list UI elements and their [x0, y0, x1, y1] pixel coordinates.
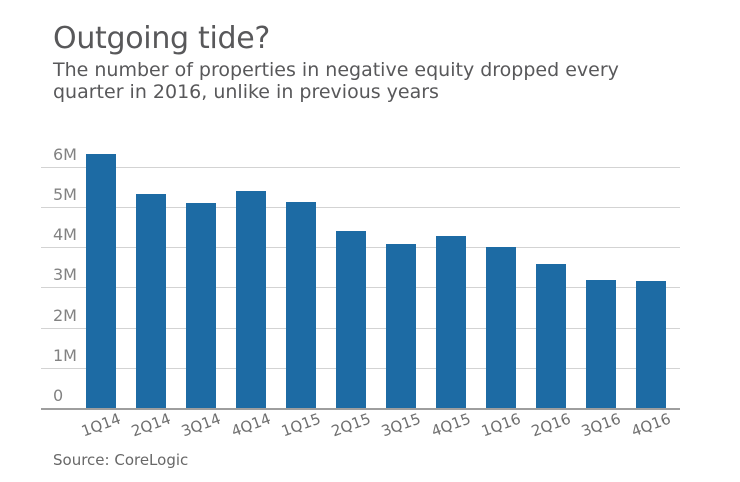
chart-subtitle-line-2: quarter in 2016, unlike in previous year… — [53, 81, 439, 103]
bar-2Q16 — [536, 264, 566, 408]
bar-3Q14 — [186, 203, 216, 408]
y-tick-label-0: 0 — [53, 386, 64, 405]
x-tick-label-3Q15: 3Q15 — [378, 409, 424, 441]
x-tick-label-1Q16: 1Q16 — [478, 409, 524, 441]
x-tick-label-4Q14: 4Q14 — [228, 409, 274, 441]
x-tick-label-1Q14: 1Q14 — [78, 409, 124, 441]
x-tick-label-4Q16: 4Q16 — [628, 409, 674, 441]
y-tick-label-6M: 6M — [53, 144, 77, 164]
x-tick-label-2Q16: 2Q16 — [528, 409, 574, 441]
x-tick-label-4Q15: 4Q15 — [428, 409, 474, 441]
y-tick-label-5M: 5M — [53, 185, 77, 205]
x-axis-baseline — [41, 408, 680, 410]
bar-2Q15 — [336, 230, 366, 408]
gridline-6M — [41, 166, 680, 168]
x-tick-label-1Q15: 1Q15 — [278, 409, 324, 441]
chart-subtitle: The number of properties in negative equ… — [53, 59, 619, 103]
bar-2Q14 — [136, 193, 166, 408]
y-tick-label-3M: 3M — [53, 265, 77, 285]
y-tick-label-4M: 4M — [53, 225, 77, 245]
y-tick-label-1M: 1M — [53, 345, 77, 365]
bar-1Q14 — [86, 154, 116, 408]
x-tick-label-2Q14: 2Q14 — [128, 409, 174, 441]
bar-4Q14 — [236, 191, 266, 408]
bar-1Q16 — [486, 247, 516, 408]
x-tick-label-3Q14: 3Q14 — [178, 409, 224, 441]
bar-3Q15 — [386, 244, 416, 408]
bar-4Q15 — [436, 236, 466, 408]
bar-1Q15 — [286, 202, 316, 408]
source-note: Source: CoreLogic — [53, 451, 189, 469]
x-tick-label-3Q16: 3Q16 — [578, 409, 624, 441]
page-title: Outgoing tide? — [53, 21, 271, 56]
y-tick-label-2M: 2M — [53, 305, 77, 325]
gridline-5M — [41, 207, 680, 209]
x-tick-label-2Q15: 2Q15 — [328, 409, 374, 441]
chart-subtitle-line-1: The number of properties in negative equ… — [53, 59, 619, 81]
bar-3Q16 — [586, 279, 616, 408]
bar-4Q16 — [636, 280, 666, 408]
